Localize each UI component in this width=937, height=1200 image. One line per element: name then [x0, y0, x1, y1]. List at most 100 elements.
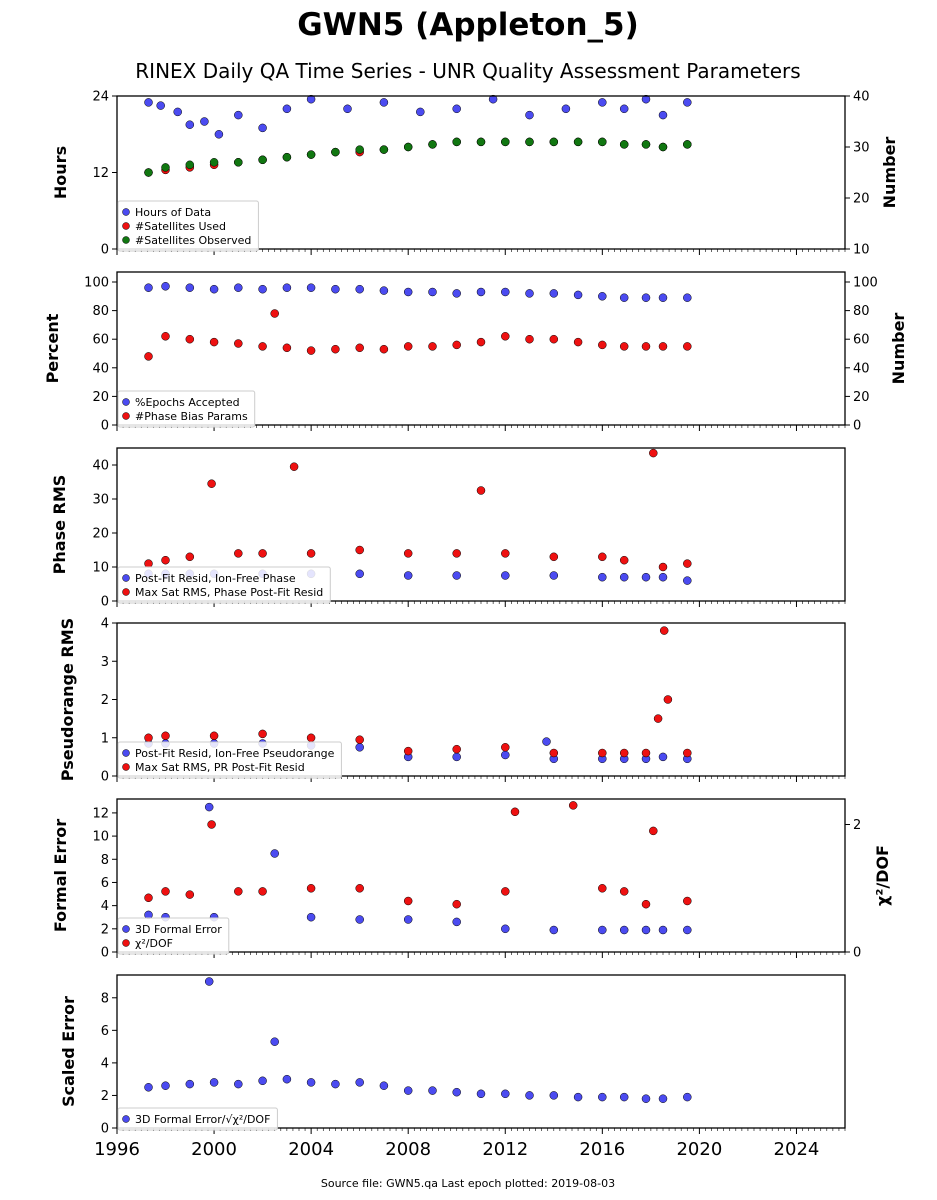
- figure-footer: Source file: GWN5.qa Last epoch plotted:…: [321, 1177, 615, 1190]
- data-point: [658, 293, 668, 302]
- data-point: [525, 1091, 534, 1100]
- data-point: [598, 884, 607, 893]
- y-tick-label: 24: [92, 90, 109, 105]
- data-point: [683, 576, 692, 585]
- legend-label: 3D Formal Error: [135, 923, 222, 936]
- data-point: [144, 1083, 153, 1092]
- data-point: [525, 110, 534, 120]
- y-tick-label: 40: [92, 361, 109, 376]
- legend-box: [117, 566, 331, 604]
- data-point: [282, 283, 292, 292]
- data-point: [641, 293, 651, 302]
- data-point: [525, 137, 534, 147]
- data-point: [488, 94, 498, 104]
- legend-box: [117, 390, 256, 428]
- data-point: [282, 343, 292, 353]
- data-point: [452, 899, 461, 909]
- data-point: [542, 737, 551, 746]
- y2-tick-label: 60: [853, 333, 870, 348]
- y-tick-label: 20: [92, 527, 109, 542]
- data-point: [501, 571, 510, 580]
- data-point: [501, 887, 510, 896]
- legend-label: Post-Fit Resid, Ion-Free Pseudorange: [135, 747, 335, 760]
- data-point: [161, 887, 170, 896]
- data-point: [663, 695, 673, 704]
- legend-marker: [122, 398, 130, 406]
- data-point: [683, 98, 692, 107]
- y-tick-label: 4: [101, 899, 109, 914]
- x-tick-label: 2008: [385, 1139, 431, 1160]
- data-point: [658, 142, 668, 152]
- data-point: [658, 752, 668, 762]
- data-point: [619, 293, 629, 302]
- y-tick-label: 1: [101, 731, 109, 746]
- data-point: [452, 917, 461, 927]
- data-point: [683, 559, 692, 568]
- y-tick-label: 12: [92, 166, 109, 181]
- legend-label: Max Sat RMS, PR Post-Fit Resid: [135, 761, 305, 774]
- data-point: [144, 893, 153, 903]
- data-point: [306, 94, 316, 104]
- data-point: [452, 549, 461, 558]
- data-point: [619, 748, 629, 758]
- data-point: [598, 340, 607, 350]
- y2-tick-label: 0: [853, 946, 861, 961]
- data-point: [619, 572, 629, 582]
- y2-tick-label: 40: [853, 90, 870, 105]
- data-point: [209, 1078, 219, 1087]
- data-point: [270, 309, 279, 318]
- data-point: [653, 714, 663, 723]
- y-tick-label: 4: [101, 1056, 109, 1071]
- data-point: [452, 340, 461, 350]
- y-tick-label: 6: [101, 1024, 109, 1039]
- data-point: [403, 287, 413, 297]
- data-point: [355, 284, 364, 294]
- y-tick-label: 2: [101, 922, 109, 937]
- plot-area: [117, 975, 845, 1128]
- data-point: [234, 158, 243, 167]
- data-point: [258, 887, 267, 896]
- data-point: [306, 884, 316, 893]
- data-point: [452, 571, 461, 580]
- data-point: [331, 284, 340, 294]
- data-point: [403, 342, 413, 351]
- y-axis-label: Pseudorange RMS: [58, 618, 77, 781]
- data-point: [355, 343, 364, 353]
- data-point: [289, 462, 299, 471]
- data-point: [573, 337, 583, 347]
- data-point: [306, 912, 316, 922]
- data-point: [619, 1092, 629, 1102]
- x-tick-label: 2016: [579, 1139, 625, 1160]
- data-point: [683, 1092, 692, 1102]
- data-point: [306, 150, 316, 159]
- y-axis-label: Hours: [51, 146, 70, 199]
- series-0: [144, 977, 692, 1103]
- y-axis-label: Percent: [43, 313, 62, 383]
- data-point: [501, 750, 510, 760]
- data-point: [270, 849, 279, 858]
- data-point: [619, 342, 629, 351]
- data-point: [355, 545, 364, 555]
- figure-title: GWN5 (Appleton_5): [297, 7, 639, 43]
- legend-label: #Satellites Observed: [135, 234, 251, 247]
- y2-tick-label: 10: [853, 243, 870, 258]
- legend-marker: [122, 574, 130, 582]
- legend-box: [117, 741, 342, 779]
- y2-axis-label: Number: [880, 137, 899, 209]
- data-point: [185, 283, 195, 292]
- data-point: [185, 120, 195, 129]
- data-point: [549, 289, 559, 298]
- data-point: [379, 145, 389, 154]
- data-point: [428, 1086, 437, 1095]
- data-point: [306, 1078, 316, 1087]
- data-point: [258, 284, 267, 294]
- data-point: [658, 110, 668, 120]
- data-point: [209, 337, 219, 347]
- data-point: [683, 748, 692, 758]
- data-point: [379, 98, 389, 107]
- legend-label: Hours of Data: [135, 206, 211, 219]
- data-point: [306, 549, 316, 558]
